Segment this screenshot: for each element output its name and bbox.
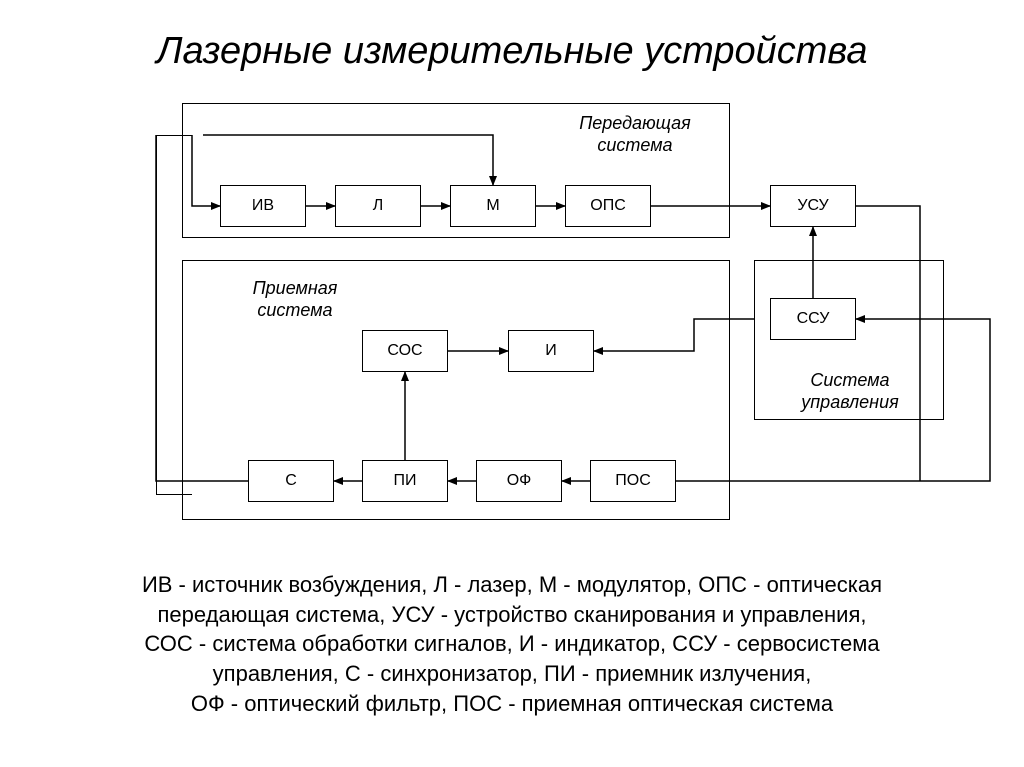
node-label-OPS: ОПС: [590, 197, 626, 215]
node-I: И: [508, 330, 594, 372]
block-diagram: Передающаясистема Приемнаясистема Системау…: [0, 0, 1024, 560]
group-label-control: Системауправления: [770, 370, 930, 413]
node-label-PI: ПИ: [394, 472, 417, 490]
legend: ИВ - источник возбуждения, Л - лазер, М …: [0, 570, 1024, 718]
node-label-SSU: ССУ: [797, 310, 830, 328]
legend-line: ИВ - источник возбуждения, Л - лазер, М …: [0, 570, 1024, 600]
node-L: Л: [335, 185, 421, 227]
node-label-I: И: [545, 342, 557, 360]
node-OPS: ОПС: [565, 185, 651, 227]
node-OF: ОФ: [476, 460, 562, 502]
node-M: М: [450, 185, 536, 227]
node-label-M: М: [486, 197, 499, 215]
node-POS: ПОС: [590, 460, 676, 502]
legend-line: управления, С - синхронизатор, ПИ - прие…: [0, 659, 1024, 689]
node-label-POS: ПОС: [615, 472, 651, 490]
group-label-transmit: Передающаясистема: [550, 113, 720, 156]
legend-line: передающая система, УСУ - устройство ска…: [0, 600, 1024, 630]
legend-line: СОС - система обработки сигналов, И - ин…: [0, 629, 1024, 659]
legend-line: ОФ - оптический фильтр, ПОС - приемная о…: [0, 689, 1024, 719]
node-label-USU: УСУ: [797, 197, 828, 215]
node-SSU: ССУ: [770, 298, 856, 340]
node-IV: ИВ: [220, 185, 306, 227]
node-label-SOS: СОС: [387, 342, 422, 360]
node-label-L: Л: [373, 197, 384, 215]
node-label-OF: ОФ: [507, 472, 532, 490]
node-S: С: [248, 460, 334, 502]
group-label-receive: Приемнаясистема: [215, 278, 375, 321]
node-PI: ПИ: [362, 460, 448, 502]
node-USU: УСУ: [770, 185, 856, 227]
node-SOS: СОС: [362, 330, 448, 372]
node-label-S: С: [285, 472, 297, 490]
node-label-IV: ИВ: [252, 197, 274, 215]
